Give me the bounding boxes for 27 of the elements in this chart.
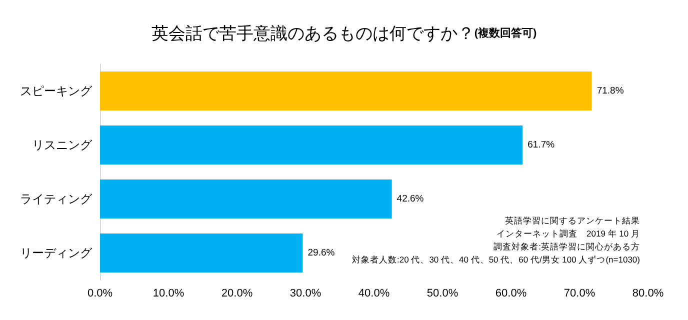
annotation: 調査対象者:英語学習に関心がある方 bbox=[494, 242, 640, 252]
data-label: 29.6% bbox=[308, 248, 336, 258]
y-tick-label: リスニング bbox=[32, 138, 93, 152]
x-tick-label: 50.0% bbox=[426, 288, 458, 300]
chart-title: 英会話で苦手意識のあるものは何ですか？ bbox=[151, 24, 474, 43]
x-tick-label: 30.0% bbox=[290, 288, 322, 300]
annotation: 英語学習に関するアンケート結果 bbox=[505, 216, 640, 226]
data-label: 42.6% bbox=[396, 194, 424, 204]
data-label: 61.7% bbox=[528, 140, 556, 150]
y-tick-label: スピーキング bbox=[20, 84, 93, 98]
bar bbox=[100, 234, 303, 272]
x-tick-label: 70.0% bbox=[564, 288, 596, 300]
data-label: 71.8% bbox=[596, 86, 624, 96]
x-tick-label: 60.0% bbox=[495, 288, 527, 300]
x-tick-label: 20.0% bbox=[221, 288, 253, 300]
x-tick-label: 40.0% bbox=[358, 288, 390, 300]
y-tick-label: ライティング bbox=[20, 192, 93, 206]
x-tick-label: 0.0% bbox=[87, 288, 113, 300]
y-tick-label: リーディング bbox=[20, 246, 93, 260]
bar bbox=[100, 180, 392, 218]
annotation: 対象者人数:20 代、30 代、40 代、50 代、60 代/男女 100 人ずつ(n=1030) bbox=[352, 254, 640, 264]
bar bbox=[100, 72, 592, 110]
x-tick-label: 10.0% bbox=[152, 288, 184, 300]
annotation: インターネット調査 2019 年 10 月 bbox=[496, 228, 640, 238]
chart-subtitle: (複数回答可) bbox=[474, 26, 537, 40]
bar bbox=[100, 126, 523, 164]
x-tick-label: 80.0% bbox=[632, 288, 664, 300]
